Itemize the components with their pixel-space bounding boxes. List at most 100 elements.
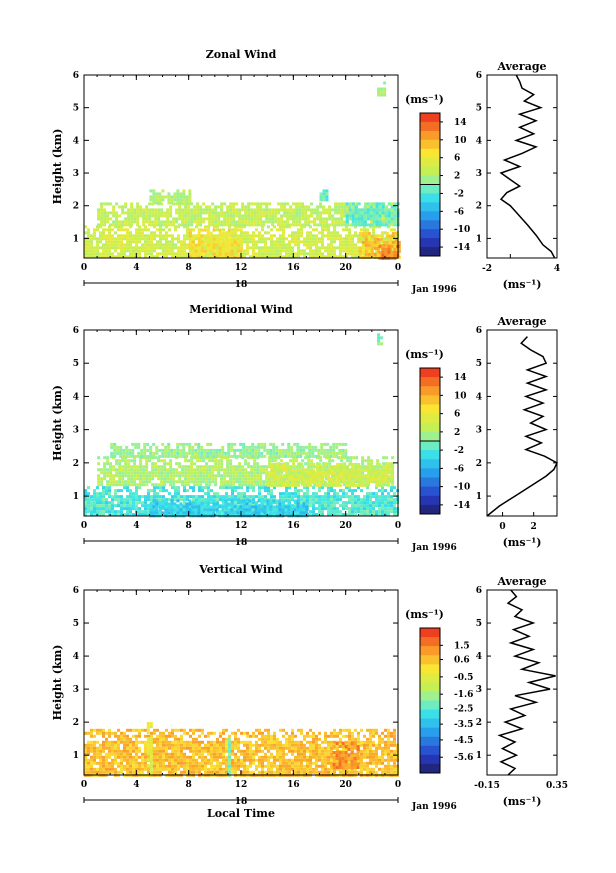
data-cell (276, 240, 279, 244)
data-cell (261, 228, 264, 232)
data-cell (156, 492, 159, 496)
data-cell (262, 214, 266, 218)
data-cell (393, 253, 397, 257)
data-cell (310, 459, 314, 463)
data-cell (340, 202, 344, 206)
data-cell (208, 465, 212, 469)
data-cell (233, 451, 237, 455)
data-cell (274, 220, 278, 224)
data-cell (267, 471, 271, 475)
data-cell (209, 454, 213, 458)
data-cell (213, 225, 216, 229)
data-cell (115, 471, 119, 475)
data-cell (126, 234, 129, 238)
data-cell (354, 498, 357, 502)
data-cell (227, 252, 231, 256)
data-cell (254, 451, 258, 455)
data-cell (262, 483, 266, 487)
data-cell (161, 448, 165, 452)
data-cell (120, 740, 123, 744)
data-cell (130, 465, 134, 469)
data-cell (120, 731, 123, 735)
data-cell (221, 237, 225, 241)
data-cell (318, 504, 321, 508)
data-cell (108, 489, 111, 493)
data-cell (326, 454, 330, 458)
data-cell (378, 234, 381, 238)
data-cell (345, 504, 348, 508)
data-cell (293, 442, 297, 446)
data-cell (315, 234, 318, 238)
data-cell (324, 468, 328, 472)
data-region (345, 202, 400, 227)
data-cell (190, 474, 194, 478)
data-cell (138, 231, 141, 235)
data-cell (245, 445, 249, 449)
data-cell (233, 243, 237, 247)
data-cell (226, 217, 230, 221)
data-cell (129, 492, 132, 496)
colorbar-band (420, 431, 440, 442)
data-cell (236, 228, 240, 232)
data-cell (179, 511, 183, 515)
data-cell (241, 480, 245, 484)
data-cell (206, 454, 210, 458)
data-cell (302, 511, 306, 515)
data-cell (134, 454, 138, 458)
colorbar-band (420, 229, 440, 239)
data-cell (272, 448, 276, 452)
data-cell (186, 234, 189, 238)
data-cell (253, 465, 257, 469)
data-cell (158, 195, 162, 199)
data-cell (373, 243, 377, 247)
data-cell (182, 454, 186, 458)
data-cell (126, 255, 129, 259)
data-cell (120, 513, 123, 517)
data-cell (108, 504, 111, 508)
data-cell (321, 486, 324, 490)
data-cell (320, 445, 324, 449)
data-cell (159, 243, 162, 247)
data-cell (203, 228, 207, 232)
data-cell (193, 471, 197, 475)
data-cell (315, 228, 318, 232)
data-cell (286, 214, 290, 218)
data-cell (358, 249, 362, 253)
data-cell (156, 243, 159, 247)
data-cell (351, 483, 355, 487)
data-cell (205, 468, 209, 472)
data-cell (387, 480, 391, 484)
data-cell (217, 214, 221, 218)
data-cell (266, 499, 270, 503)
data-cell (96, 249, 99, 253)
data-cell (348, 228, 351, 232)
data-cell (333, 507, 336, 511)
data-cell (266, 505, 270, 509)
data-cell (124, 223, 128, 227)
data-cell (133, 465, 137, 469)
data-cell (384, 247, 388, 251)
data-cell (147, 495, 150, 499)
data-cell (387, 465, 391, 469)
data-cell (100, 471, 104, 475)
data-cell (357, 471, 361, 475)
data-cell (254, 445, 258, 449)
data-cell (267, 489, 270, 493)
data-cell (201, 498, 204, 502)
data-cell (342, 480, 346, 484)
data-cell (114, 255, 117, 259)
data-cell (293, 454, 297, 458)
y-tick-label: 4 (73, 392, 79, 402)
data-cell (378, 214, 382, 218)
data-cell (328, 208, 332, 212)
data-cell (247, 211, 251, 215)
data-cell (108, 495, 111, 499)
data-cell (366, 737, 369, 741)
data-cell (372, 202, 376, 206)
data-cell (123, 486, 126, 490)
data-cell (202, 474, 206, 478)
data-cell (108, 728, 111, 732)
profile-x-tick-label: 4 (554, 264, 560, 274)
data-cell (312, 480, 316, 484)
data-cell (378, 208, 382, 212)
